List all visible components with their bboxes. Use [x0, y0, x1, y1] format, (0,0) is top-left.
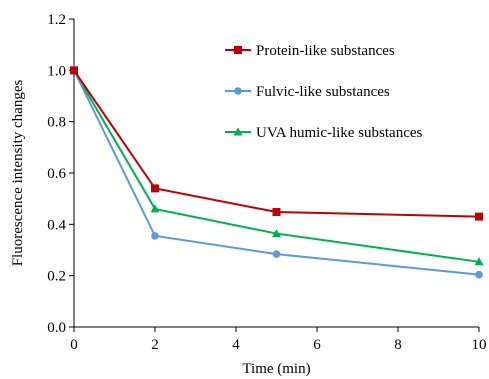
legend-item: Fulvic-like substances [225, 84, 390, 100]
series-group [69, 65, 484, 279]
data-point [474, 257, 484, 266]
x-tick-label: 8 [394, 337, 402, 353]
data-point [272, 229, 281, 238]
series-line [73, 69, 480, 218]
y-axis-title: Fluorescence intensity changes [10, 80, 26, 267]
legend-swatch-marker [233, 127, 243, 136]
y-tick-label: 0.4 [47, 217, 66, 233]
legend-swatch-marker [234, 87, 242, 95]
y-tick-label: 1.0 [47, 63, 66, 79]
y-tick-label: 0.6 [47, 166, 66, 182]
legend-item: Protein-like substances [225, 43, 395, 59]
x-tick-label: 2 [151, 337, 159, 353]
data-point [151, 184, 159, 193]
x-tick-label: 10 [472, 337, 487, 353]
data-point [150, 204, 160, 213]
legend-label: Fulvic-like substances [256, 84, 390, 100]
legend-swatch-marker [234, 46, 242, 54]
series-line [73, 69, 480, 263]
legend: Protein-like substances Fulvic-like subst… [225, 43, 423, 141]
data-point [475, 270, 483, 279]
x-tick-label: 6 [313, 337, 321, 353]
y-tick-label: 0.8 [47, 115, 66, 131]
data-point [272, 208, 281, 217]
legend-label: UVA humic-like substances [256, 125, 423, 141]
data-point [151, 232, 159, 240]
x-axis-title: Time (min) [242, 361, 310, 377]
y-axis-ticks: 0.0 0.2 0.4 0.6 0.8 1.0 1.2 [47, 12, 74, 336]
series-1 [70, 66, 483, 221]
x-tick-label: 4 [232, 337, 240, 353]
y-tick-label: 0.2 [47, 269, 66, 285]
x-tick-label: 0 [70, 337, 78, 353]
y-tick-label: 1.2 [47, 12, 66, 28]
legend-label: Protein-like substances [256, 43, 395, 59]
series-line [73, 69, 480, 276]
x-axis-ticks: 0 2 4 6 8 10 [70, 327, 487, 353]
y-tick-label: 0.0 [47, 320, 66, 336]
data-point [272, 250, 281, 258]
legend-item: UVA humic-like substances [225, 125, 423, 141]
data-point [475, 212, 483, 221]
data-point [70, 66, 78, 75]
